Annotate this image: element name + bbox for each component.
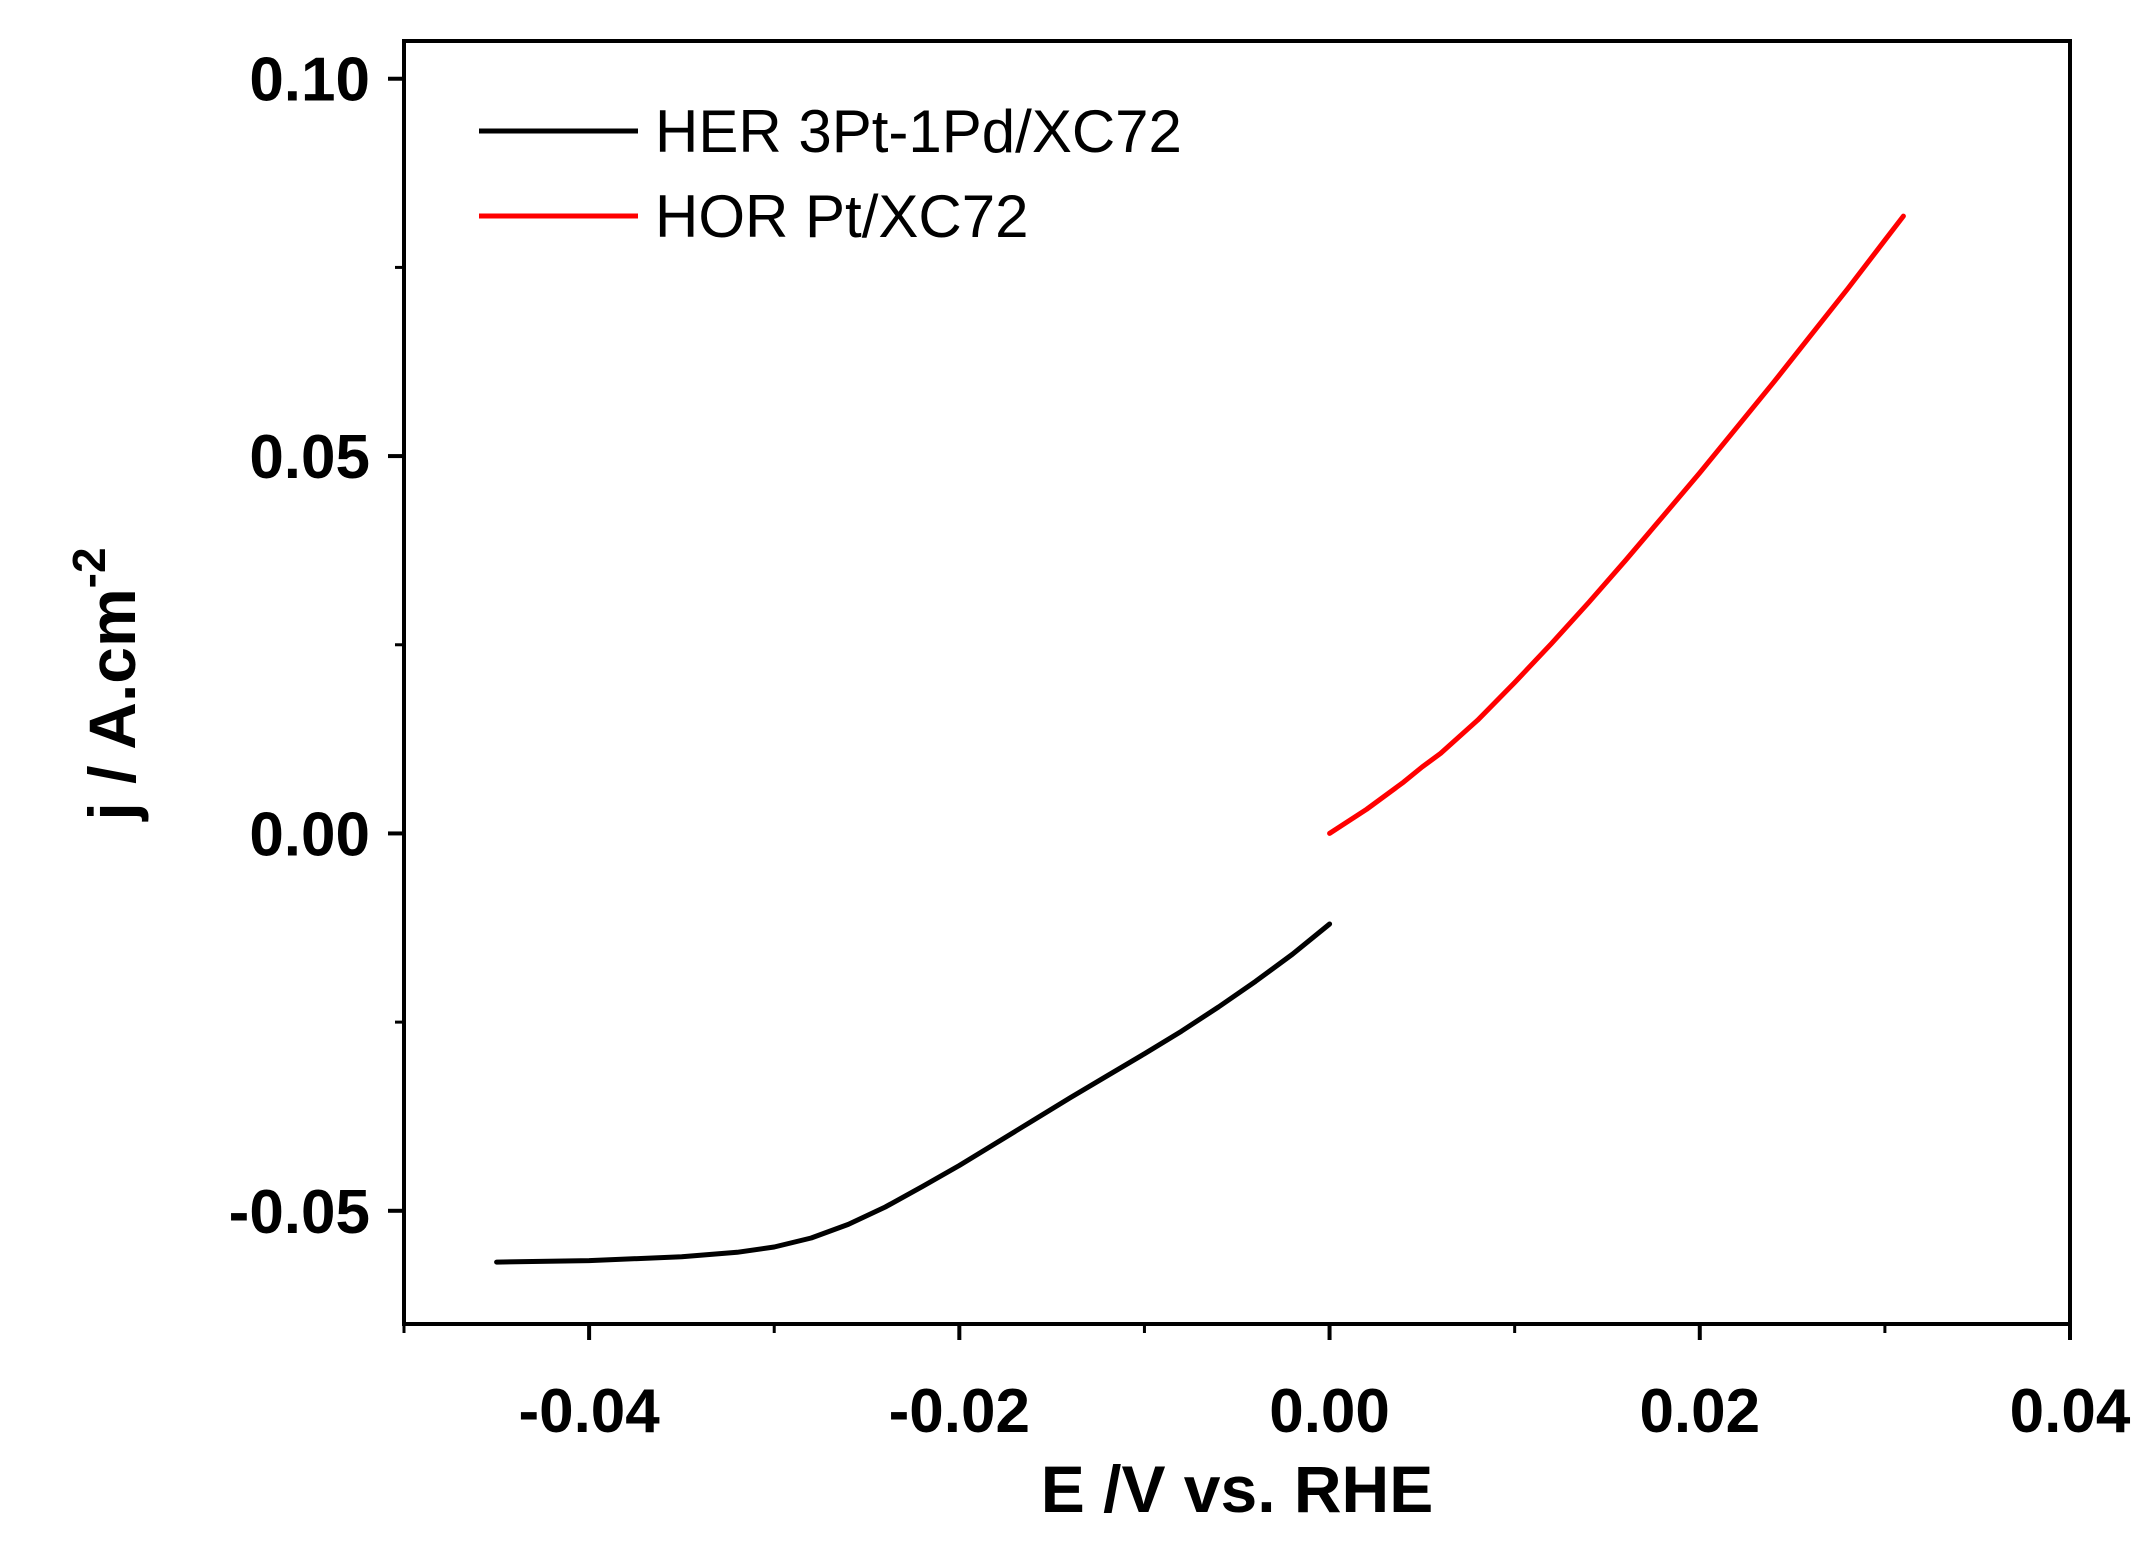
y-axis-title: j / A.cm-2 [63,547,149,822]
y-tick-label: 0.00 [249,800,370,869]
y-axis-title-main: j / A.cm [75,588,149,822]
y-tick-label: 0.10 [249,46,370,115]
series-line-2 [1327,213,1906,836]
x-axis-title: E /V vs. RHE [1041,1452,1434,1526]
y-tick-label: -0.05 [229,1178,370,1247]
y-tick-label: 0.05 [249,423,370,492]
x-tick-label: -0.02 [889,1377,1030,1446]
legend: HER 3Pt-1Pd/XC72 HOR Pt/XC72 [479,98,1182,250]
x-axis-ticks: -0.04 -0.02 0.00 0.02 0.04 [402,1324,2131,1446]
x-tick-label: -0.04 [518,1377,660,1446]
plot-frame [402,39,2072,1326]
y-axis-title-superscript: -2 [63,547,115,588]
x-tick-label: 0.04 [2010,1377,2131,1446]
y-axis-title-group: j / A.cm-2 [63,547,149,822]
series-line-1 [494,921,1333,1265]
y-axis-ticks: -0.05 0.00 0.05 0.10 [229,46,404,1247]
x-tick-label: 0.02 [1639,1377,1760,1446]
legend-label-2: HOR Pt/XC72 [655,183,1028,250]
legend-label-1: HER 3Pt-1Pd/XC72 [655,98,1182,165]
x-tick-label: 0.00 [1269,1377,1390,1446]
series-layer [494,213,1906,1265]
